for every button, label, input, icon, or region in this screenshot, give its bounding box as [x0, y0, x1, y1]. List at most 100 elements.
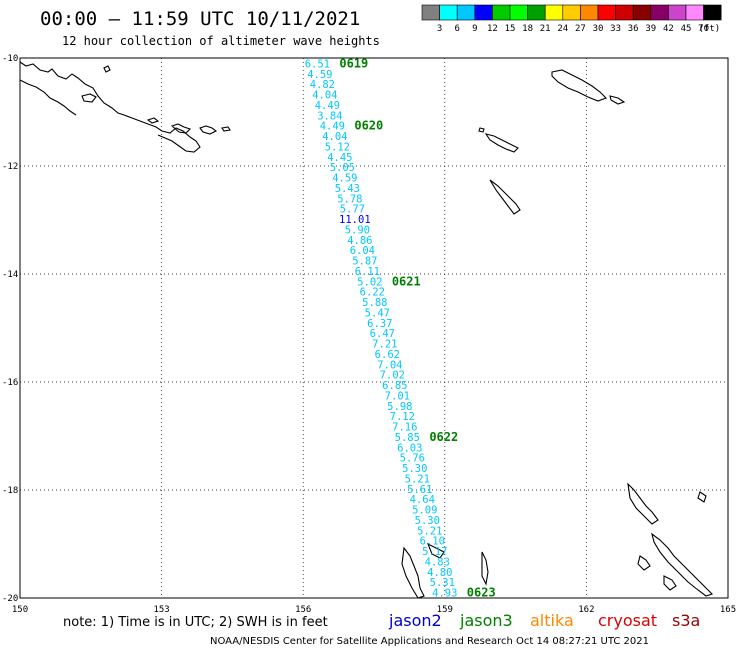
island-malekula: [637, 555, 651, 571]
swh-value: 5.78: [337, 193, 362, 205]
wave-height-color-scale: 3 6 9 12 15 18 21 24 27 30 33 36 39 42 45 70(ft): [421, 4, 722, 34]
scale-label: 3: [437, 24, 442, 34]
swh-value: 6.37: [367, 318, 392, 330]
island-d-entrecasteaux: [81, 93, 97, 103]
reef-chesterfield: [401, 546, 425, 599]
scale-swatch: [615, 4, 634, 21]
scale-swatch: [668, 4, 687, 21]
lon-tick-label: 165: [720, 605, 736, 615]
lon-tick-label: 162: [578, 605, 594, 615]
lon-tick-label: 156: [295, 605, 311, 615]
swh-value: 4.49: [320, 121, 345, 133]
jason3-track: 6.514.594.824.044.493.844.494.045.124.45…: [305, 56, 496, 599]
swh-value: 5.77: [340, 204, 365, 216]
track-time-label: 0622: [429, 430, 458, 444]
scale-label: 27: [575, 24, 586, 34]
swh-value: 4.59: [332, 173, 357, 185]
coastlines: [19, 61, 714, 599]
swh-value: 4.93: [432, 588, 457, 600]
reef-indispensable: [489, 179, 521, 215]
swh-value: 5.76: [400, 453, 425, 465]
map-frame: [19, 57, 729, 599]
track-time-label: 0623: [467, 586, 496, 600]
swh-value: 5.88: [362, 297, 387, 309]
swh-value: 6.03: [397, 442, 422, 454]
scale-swatch: [580, 4, 599, 21]
scale-swatch: [632, 4, 652, 21]
scale-swatch: [650, 4, 669, 21]
scale-label: 9: [472, 24, 477, 34]
scale-label: 24: [557, 24, 568, 34]
swh-value: 11.01: [339, 214, 371, 226]
map-subtitle: 12 hour collection of altimeter wave hei…: [62, 34, 380, 48]
swh-value: 7.04: [377, 359, 402, 371]
island-efate: [663, 575, 677, 591]
swh-value: 6.51: [305, 58, 330, 70]
scale-label: 39: [645, 24, 656, 34]
track-time-label: 0620: [354, 119, 383, 133]
mission-altika: altika: [530, 611, 574, 630]
swh-value: 4.49: [315, 100, 340, 112]
swh-value: 6.62: [375, 349, 400, 361]
map-title: 00:00 – 11:59 UTC 10/11/2021: [40, 8, 360, 30]
swh-value: 4.04: [312, 90, 337, 102]
scale-swatch: [474, 4, 493, 21]
scale-label: 6: [454, 24, 459, 34]
island-bellona: [478, 127, 485, 133]
swh-value: 5.90: [345, 224, 370, 236]
scale-label: 33: [610, 24, 621, 34]
lat-tick-label: -10: [2, 54, 18, 64]
swh-value: 6.85: [382, 380, 407, 392]
scale-swatch: [597, 4, 616, 21]
swh-value: 4.64: [410, 494, 435, 506]
swh-value: 6.04: [350, 245, 375, 257]
island-makira: [609, 95, 626, 105]
swh-value: 3.84: [317, 110, 342, 122]
mission-legend: jason2 jason3 altika cryosat s3a: [388, 611, 700, 630]
swh-value: 5.61: [407, 484, 432, 496]
island-trobriand: [103, 65, 111, 73]
island-banks: [697, 491, 707, 503]
mission-s3a: s3a: [672, 611, 700, 630]
swh-value: 5.17: [422, 546, 447, 558]
lon-tick-label: 150: [12, 605, 28, 615]
swh-value: 5.87: [352, 256, 377, 268]
scale-swatch: [544, 4, 564, 21]
swh-value: 5.02: [357, 276, 382, 288]
swh-value: 7.16: [392, 422, 417, 434]
swh-value: 5.43: [335, 183, 360, 195]
scale-swatch: [527, 4, 546, 21]
swh-value: 5.98: [387, 401, 412, 413]
lat-tick-label: -16: [2, 378, 18, 388]
swh-value: 5.12: [325, 141, 350, 153]
island-rennell: [484, 133, 519, 153]
scale-swatch: [492, 4, 511, 21]
island-louisiade-2: [199, 125, 218, 135]
swh-value: 7.02: [380, 370, 405, 382]
scale-label: 21: [540, 24, 551, 34]
island-espiritu-santo: [627, 482, 659, 525]
swh-value: 4.83: [425, 556, 450, 568]
swh-value: 4.59: [307, 69, 332, 81]
scale-swatch: [703, 4, 722, 21]
footer-credit: NOAA/NESDIS Center for Satellite Applica…: [210, 636, 649, 647]
coastline-png: [19, 61, 201, 153]
swh-value: 5.05: [330, 162, 355, 174]
swh-value: 6.11: [355, 266, 380, 278]
mission-cryosat: cryosat: [598, 611, 657, 630]
footer-note: note: 1) Time is in UTC; 2) SWH is in fe…: [63, 615, 328, 630]
swh-value: 6.47: [370, 328, 395, 340]
swh-value: 5.21: [405, 473, 430, 485]
scale-label: 15: [505, 24, 516, 34]
scale-swatch: [439, 4, 458, 21]
swh-value: 7.12: [390, 411, 415, 423]
scale-swatch: [509, 4, 528, 21]
swh-value: 5.47: [365, 307, 390, 319]
lat-tick-label: -12: [2, 162, 18, 172]
track-time-label: 0621: [392, 274, 421, 288]
swh-value: 5.85: [395, 432, 420, 444]
swh-value: 5.31: [430, 577, 455, 589]
swh-value: 7.21: [372, 339, 397, 351]
swh-value: 4.82: [310, 79, 335, 91]
